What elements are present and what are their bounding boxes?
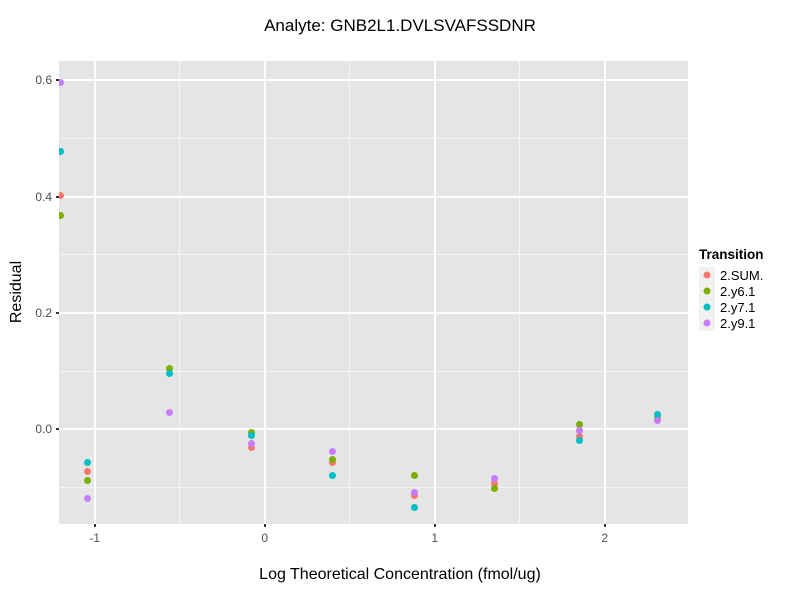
minor-gridline-x	[179, 61, 181, 524]
legend-dot-icon	[703, 319, 711, 327]
data-point	[166, 365, 173, 373]
data-point	[84, 459, 92, 467]
y-tick-label: 0.4	[35, 189, 52, 204]
x-tick-mark	[433, 524, 436, 527]
data-point	[575, 437, 583, 445]
minor-gridline-y	[59, 370, 688, 372]
legend-item-label: 2.SUM.	[720, 267, 764, 283]
data-point	[410, 504, 418, 512]
minor-gridline-x	[519, 61, 521, 524]
data-point	[575, 421, 583, 429]
minor-gridline-y	[59, 486, 688, 488]
minor-gridline-x	[349, 61, 351, 524]
legend-item: 2.y7.1	[699, 299, 764, 315]
legend-item-label: 2.y9.1	[720, 315, 756, 331]
major-gridline-y	[59, 311, 688, 314]
legend-item-label: 2.y7.1	[720, 299, 756, 315]
x-tick-mark	[603, 524, 606, 527]
data-point	[84, 468, 92, 476]
major-gridline-x	[433, 61, 436, 524]
chart-title: Analyte: GNB2L1.DVLSVAFSSDNR	[264, 16, 536, 35]
data-point	[653, 410, 661, 418]
data-point	[329, 455, 337, 463]
data-point	[166, 408, 173, 416]
x-tick-label: 0	[261, 531, 269, 545]
y-tick-label: 0.0	[35, 422, 52, 437]
data-point	[59, 147, 65, 155]
legend-title: Transition	[699, 247, 764, 262]
data-point	[59, 211, 65, 219]
legend-items: 2.SUM. 2.y6.1 2.y7.1 2.y9.1	[699, 267, 764, 331]
data-point	[247, 432, 255, 440]
plot-panel	[59, 61, 688, 524]
major-gridline-x	[263, 61, 266, 524]
major-gridline-x	[603, 61, 606, 524]
legend-item: 2.y6.1	[699, 283, 764, 299]
major-gridline-x	[93, 61, 96, 524]
data-point	[490, 485, 498, 493]
y-tick-mark	[56, 79, 59, 82]
y-tick-label: 0.2	[35, 305, 52, 320]
data-point	[575, 426, 583, 434]
data-point	[166, 369, 173, 377]
data-point	[490, 479, 498, 487]
x-tick-label: 2	[601, 531, 609, 545]
major-gridline-y	[59, 428, 688, 431]
data-point	[653, 416, 661, 424]
data-point	[490, 475, 498, 483]
legend-dot-icon	[703, 287, 711, 295]
data-point	[247, 443, 255, 451]
minor-gridline-y	[59, 254, 688, 256]
y-tick-label: 0.6	[35, 73, 52, 88]
data-point	[59, 79, 65, 87]
legend-key	[699, 267, 715, 283]
x-axis-title: Log Theoretical Concentration (fmol/ug)	[259, 566, 541, 583]
legend-key	[699, 299, 715, 315]
legend-dot-icon	[703, 303, 711, 311]
data-point	[84, 477, 92, 485]
legend-key	[699, 315, 715, 331]
data-point	[575, 432, 583, 440]
y-tick-mark	[56, 428, 59, 431]
y-axis-title: Residual	[8, 260, 25, 324]
data-point	[247, 439, 255, 447]
x-tick-label: -1	[89, 531, 101, 545]
legend-item-label: 2.y6.1	[720, 283, 756, 299]
legend-item: 2.SUM.	[699, 267, 764, 283]
legend-item: 2.y9.1	[699, 315, 764, 331]
legend-dot-icon	[703, 271, 711, 279]
data-point	[410, 472, 418, 480]
data-point	[84, 495, 92, 503]
x-tick-mark	[93, 524, 96, 527]
data-point	[410, 489, 418, 497]
legend-key	[699, 283, 715, 299]
data-point	[329, 472, 337, 480]
major-gridline-y	[59, 79, 688, 82]
minor-gridline-y	[59, 137, 688, 139]
data-point	[329, 447, 337, 455]
major-gridline-y	[59, 195, 688, 198]
y-tick-mark	[56, 311, 59, 314]
y-tick-mark	[56, 195, 59, 198]
x-tick-mark	[263, 524, 266, 527]
legend: Transition 2.SUM. 2.y6.1 2.y7.1 2.y9.1	[699, 247, 764, 331]
data-point	[59, 191, 65, 199]
x-tick-label: 1	[431, 531, 439, 545]
